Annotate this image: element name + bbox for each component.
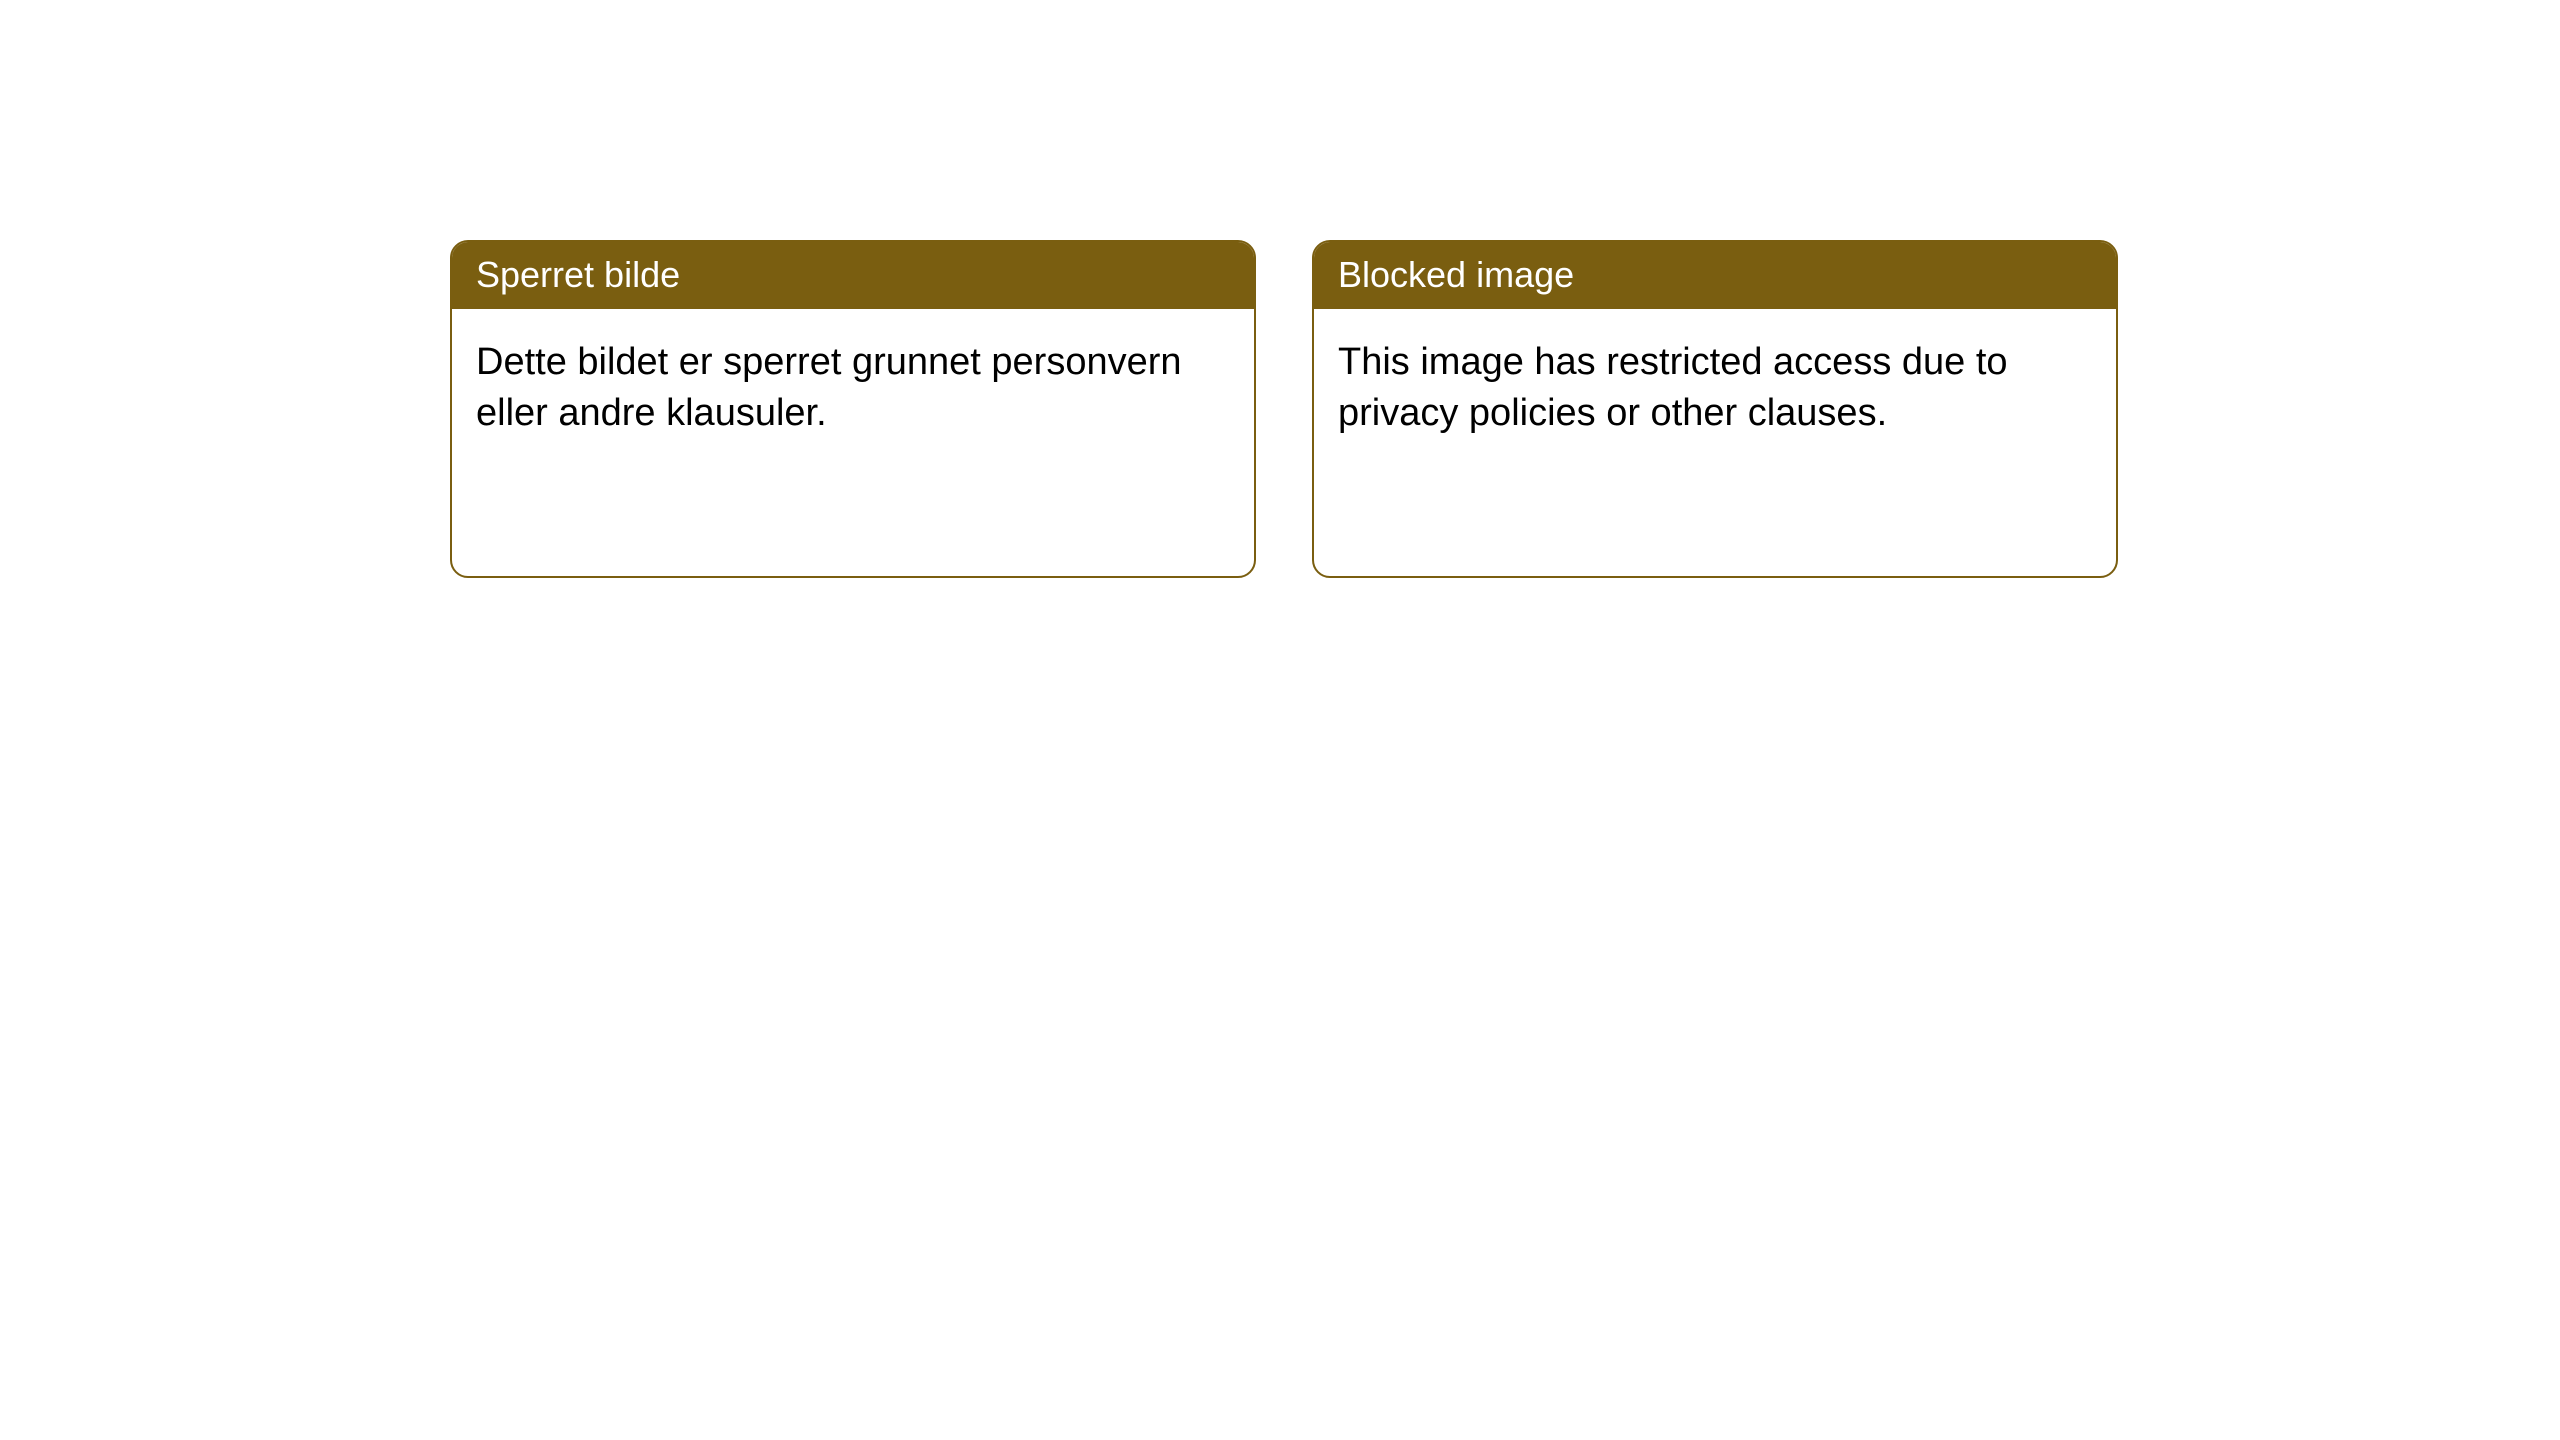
notice-box-english: Blocked image This image has restricted … — [1312, 240, 2118, 578]
notice-body-english: This image has restricted access due to … — [1314, 309, 2116, 468]
notice-box-norwegian: Sperret bilde Dette bildet er sperret gr… — [450, 240, 1256, 578]
notice-header-english: Blocked image — [1314, 242, 2116, 309]
notices-container: Sperret bilde Dette bildet er sperret gr… — [0, 0, 2560, 578]
notice-body-norwegian: Dette bildet er sperret grunnet personve… — [452, 309, 1254, 468]
notice-header-norwegian: Sperret bilde — [452, 242, 1254, 309]
